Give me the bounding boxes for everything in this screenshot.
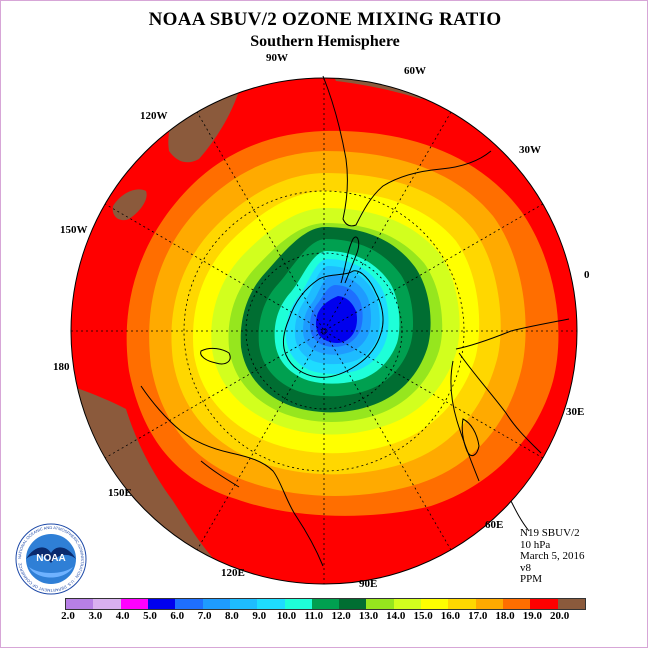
colorbar-ticks: 2.0 3.0 4.0 5.0 6.0 7.0 8.0 9.0 10.0 11.0 12.0 13.0…	[1, 610, 647, 624]
noaa-logo: NOAA NATIONAL OCEANIC AND ATMOSPHERIC AD…	[15, 523, 87, 595]
colorbar-swatch	[66, 599, 94, 609]
figure-title: NOAA SBUV/2 OZONE MIXING RATIO	[148, 9, 502, 30]
info-block: N19 SBUV/2 10 hPa March 5, 2016 v8 PPM	[520, 527, 585, 586]
colorbar-tick-label: 15.0	[413, 610, 433, 622]
colorbar-swatch	[229, 599, 258, 609]
lon-label-120w: 120W	[140, 110, 168, 122]
lon-label-150e: 150E	[108, 487, 132, 499]
colorbar-swatch	[503, 599, 531, 609]
colorbar-swatch	[120, 599, 148, 609]
coastlines	[140, 75, 570, 567]
colorbar-swatch	[175, 599, 203, 609]
info-instrument: N19 SBUV/2	[520, 527, 580, 539]
lat-circle-60s	[183, 190, 465, 472]
colorbar-swatch	[448, 599, 476, 609]
info-level: 10 hPa	[520, 538, 551, 551]
map-border	[70, 77, 578, 585]
colorbar-tick-label: 10.0	[276, 610, 297, 622]
colorbar-swatch	[311, 599, 340, 609]
lon-label-180: 180	[53, 361, 70, 373]
colorbar-tick-label: 5.0	[143, 610, 157, 622]
colorbar-tick-label: 2.0	[61, 610, 75, 622]
colorbar-tick-label: 8.0	[225, 610, 239, 622]
colorbar-tick-label: 13.0	[358, 610, 379, 622]
lon-label-30e: 30E	[566, 406, 585, 418]
colorbar-tick-label: 19.0	[522, 610, 542, 622]
colorbar-tick-label: 16.0	[440, 610, 461, 622]
lon-label-90e: 90E	[359, 578, 378, 590]
colorbar-tick-label: 6.0	[170, 610, 185, 622]
figure-subtitle: Southern Hemisphere	[250, 33, 400, 50]
colorbar-tick-label: 3.0	[88, 610, 103, 622]
colorbar-swatch	[366, 599, 394, 609]
madagascar	[461, 418, 480, 457]
antarctica-coast	[282, 270, 384, 378]
meridian-60w-120e	[196, 111, 452, 551]
high-region-pacific-island	[112, 189, 147, 221]
south-america-coast	[322, 75, 492, 227]
colorbar-tick-label: 14.0	[386, 610, 406, 622]
indian-ocean-islands	[510, 500, 530, 532]
colorbar	[65, 598, 586, 610]
lon-label-60w: 60W	[404, 65, 426, 77]
high-region-australia-west	[71, 386, 216, 561]
logo-wordmark: NOAA	[36, 553, 65, 564]
colorbar-tick-label: 12.0	[331, 610, 351, 622]
colorbar-tick-label: 11.0	[304, 610, 324, 622]
colorbar-tick-label: 4.0	[115, 610, 130, 622]
colorbar-swatch	[530, 599, 558, 609]
meridian-30e-150w	[104, 203, 544, 459]
lon-label-30w: 30W	[519, 144, 541, 156]
colorbar-swatch	[93, 599, 121, 609]
colorbar-swatch	[339, 599, 367, 609]
colorbar-swatch	[202, 599, 230, 609]
colorbar-swatch	[475, 599, 503, 609]
lon-label-150w: 150W	[60, 224, 88, 236]
lon-label-60e: 60E	[485, 519, 504, 531]
colorbar-swatch	[147, 599, 176, 609]
lon-label-90w: 90W	[266, 52, 288, 64]
colorbar-swatch	[284, 599, 312, 609]
colorbar-swatch	[421, 599, 449, 609]
info-units: PPM	[520, 573, 543, 585]
australia-coast	[140, 385, 324, 567]
new-zealand	[200, 347, 231, 365]
colorbar-tick-label: 7.0	[197, 610, 212, 622]
ozone-field	[71, 78, 577, 584]
colorbar-swatch	[257, 599, 285, 609]
lon-label-120e: 120E	[221, 567, 245, 579]
colorbar-swatch	[557, 599, 585, 609]
colorbar-tick-label: 9.0	[252, 610, 267, 622]
colorbar-swatch	[393, 599, 422, 609]
meridian-30w-150e	[104, 203, 544, 459]
meridian-60e-120w	[196, 111, 452, 551]
colorbar-tick-label: 20.0	[550, 610, 570, 622]
antarctic-peninsula	[340, 236, 360, 284]
info-date: March 5, 2016	[520, 550, 585, 562]
colorbar-tick-label: 18.0	[495, 610, 515, 622]
graticule	[71, 78, 577, 584]
info-version: v8	[520, 561, 531, 574]
lon-label-0: 0	[584, 269, 590, 281]
colorbar-tick-label: 17.0	[468, 610, 488, 622]
